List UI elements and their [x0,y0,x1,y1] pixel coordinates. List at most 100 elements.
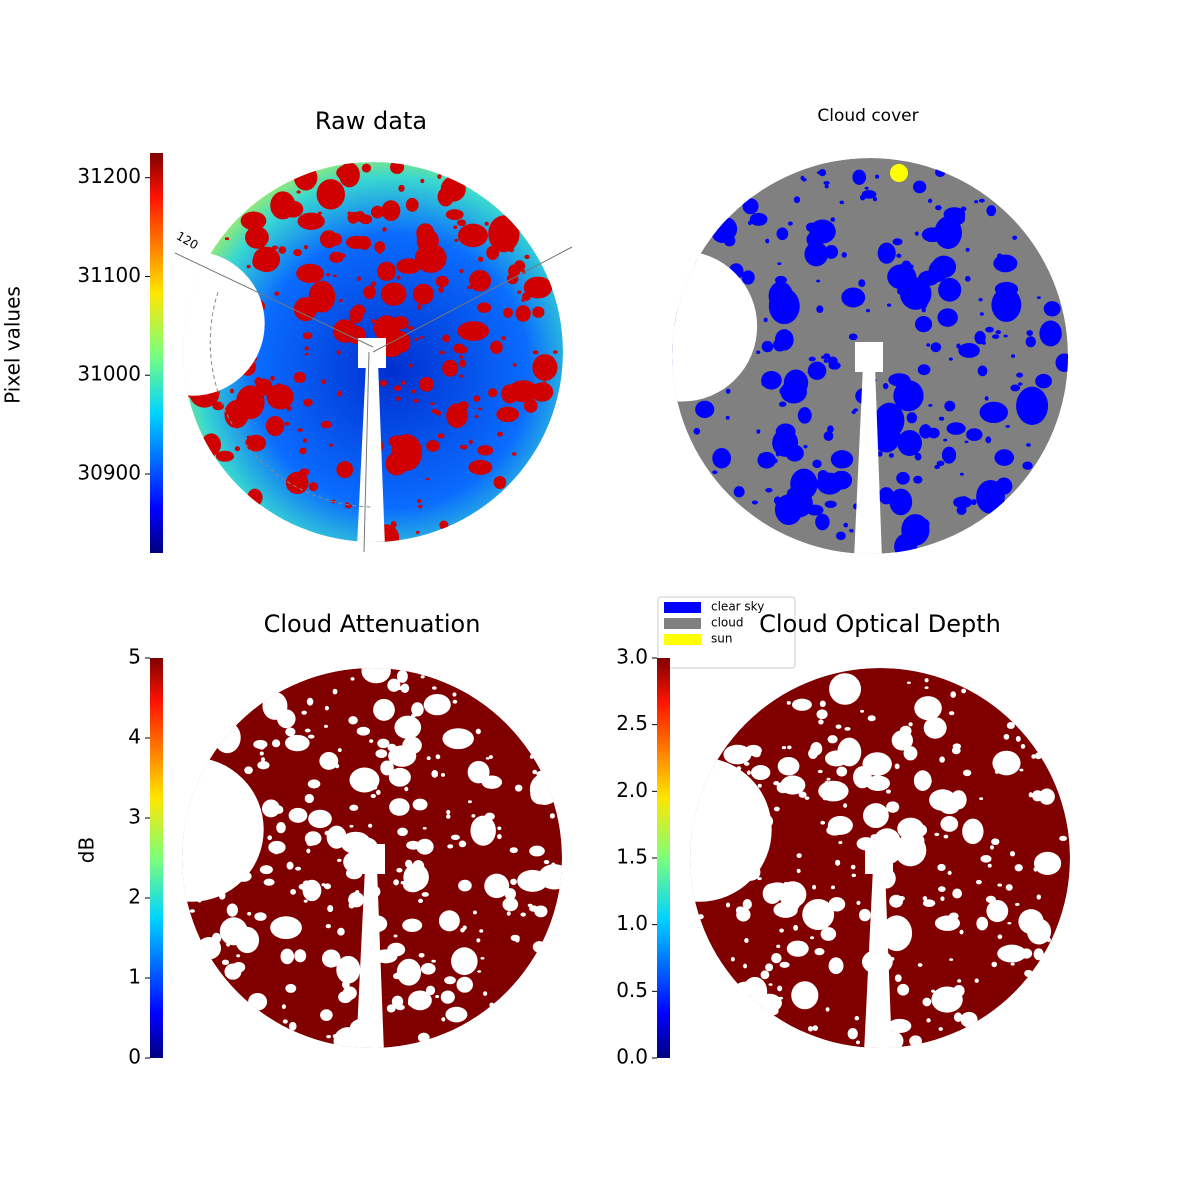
blob [412,399,419,403]
blob [793,924,799,931]
blob [304,793,314,804]
blob [481,775,503,789]
blob [779,928,784,933]
blob [978,198,985,203]
blob [997,934,1003,940]
blob [302,438,308,443]
blob [304,346,309,351]
blob [274,291,280,296]
blob [404,786,409,792]
blob [407,325,414,331]
panel-title: Cloud cover [817,106,918,126]
colorbar-label: dB [75,837,99,863]
blob [215,450,235,462]
colorbar-tick-label: 4 [128,725,141,749]
blob [393,934,398,938]
blob [806,232,821,247]
blob [229,388,235,394]
blob [529,905,539,912]
blob [376,789,381,795]
blob [508,264,520,278]
panel-title: Cloud Attenuation [264,610,481,638]
blob [934,216,962,249]
blob [1031,754,1037,759]
blob [908,722,913,727]
blob [240,211,267,231]
blob [396,867,403,873]
blob [924,686,929,690]
panel: Cloud Attenuation 0 1 2 3 4 5 dB [75,610,562,1069]
blob [403,863,429,891]
sun [890,164,908,182]
blob [812,1025,819,1031]
blob [370,319,376,324]
blob [373,784,378,790]
blob [756,993,782,1013]
blob [532,354,558,381]
blob [408,990,432,1011]
blob [479,824,494,838]
colorbar-tick-label: 31100 [77,263,141,287]
blob [849,528,854,533]
blob [396,396,401,401]
blob [253,739,268,749]
blob [522,292,531,301]
blob [778,401,787,407]
blob [467,760,490,784]
blob [808,748,818,759]
blob [321,379,327,385]
blob [931,986,963,1013]
sky-image [690,668,1070,1048]
blob [350,677,355,681]
blob [501,336,506,341]
polar-axis [363,351,370,553]
blob [336,461,354,479]
blob [749,747,757,755]
blob [861,189,877,199]
blob [1034,409,1039,413]
blob [875,174,880,179]
blob [940,801,960,815]
blob [412,798,428,811]
sky-image [672,158,1068,554]
blob [247,488,263,507]
blob [302,332,313,340]
legend-swatch [664,634,701,645]
blob [1044,337,1049,342]
blob [934,915,961,931]
blob [823,358,828,364]
blob [373,698,395,721]
blob [899,277,932,310]
blob [959,472,964,476]
blob [850,1031,855,1037]
blob [356,276,361,282]
blob [897,983,910,996]
blob [935,205,942,211]
blob [1009,851,1016,857]
blob [824,500,837,508]
blob [985,436,992,444]
blob [1016,386,1049,425]
blob [411,389,416,394]
blob [467,800,472,804]
blob [887,1018,912,1034]
blob [979,312,984,316]
blob [484,221,489,226]
blob [922,896,928,901]
blob [477,970,482,973]
blob [991,961,998,968]
blob [255,378,273,396]
blob [894,763,900,770]
notch [183,251,265,396]
blob [765,963,774,972]
blob [1049,340,1054,345]
blob [779,961,790,968]
blob [725,902,731,908]
blob [927,198,933,204]
blob [987,863,992,868]
blob [1032,790,1044,802]
blob [459,355,464,359]
blob [855,1040,860,1045]
blob [894,974,902,982]
blob [459,444,468,450]
